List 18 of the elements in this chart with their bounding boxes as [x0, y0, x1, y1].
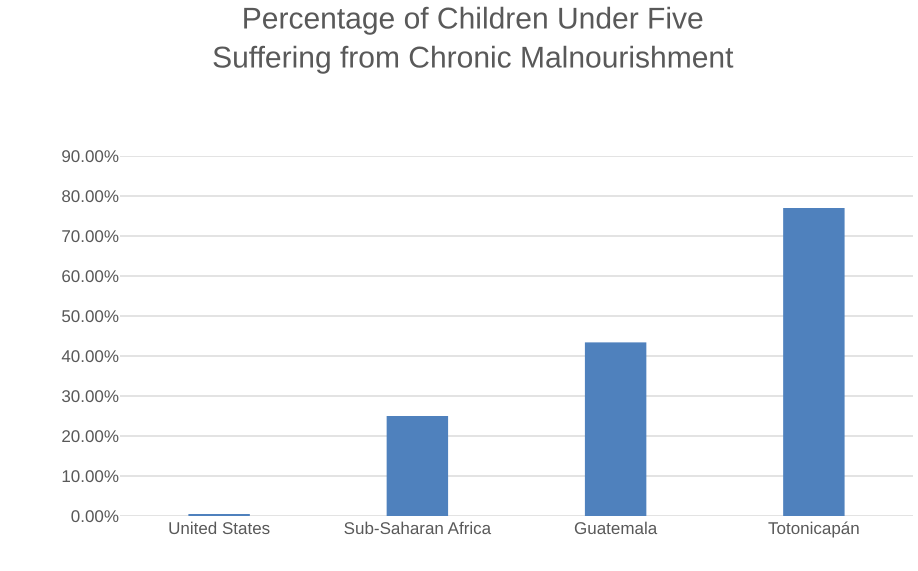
y-tick-label: 0.00% [70, 506, 119, 526]
bar [386, 416, 448, 516]
y-tick-label: 60.00% [61, 266, 119, 286]
x-tick-label: Totonicapán [768, 519, 860, 538]
x-tick-label: United States [168, 519, 270, 538]
bar [584, 342, 646, 516]
y-tick-label: 40.00% [61, 346, 119, 366]
x-tick-label: Sub-Saharan Africa [344, 519, 492, 538]
y-tick-label: 50.00% [61, 306, 119, 326]
y-tick-label: 20.00% [61, 426, 119, 446]
y-tick-label: 70.00% [61, 226, 119, 246]
x-tick-label: Guatemala [574, 519, 658, 538]
bar [783, 208, 845, 516]
y-tick-label: 30.00% [61, 386, 119, 406]
chart-title: Percentage of Children Under Five Suffering from Chronic Malnourishment [212, 2, 734, 75]
y-tick-label: 80.00% [61, 186, 119, 206]
y-tick-label: 10.00% [61, 466, 119, 486]
y-tick-label: 90.00% [61, 146, 119, 166]
